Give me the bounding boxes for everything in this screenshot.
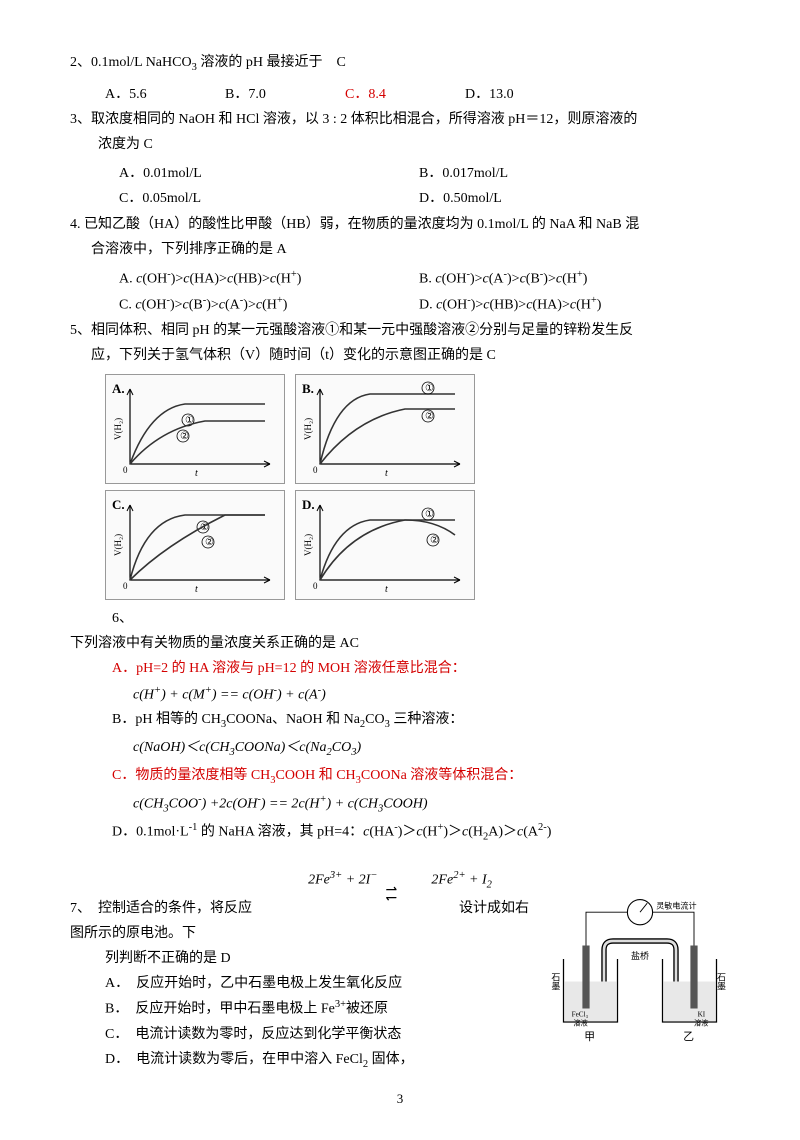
q2-stem: 2、0.1mol/L NaHCO3 溶液的 pH 最接近于 C xyxy=(70,55,346,70)
q2-opt-a: A．5.6 xyxy=(105,82,225,107)
q6-opt-d1: D．0.1mol·L-1 的 NaHA 溶液，其 pH=4：c(HA-)＞c(H… xyxy=(70,819,730,847)
q6-opt-c2: c(CH3COO-) +2c(OH-) == 2c(H+) + c(CH3COO… xyxy=(70,791,730,819)
svg-text:溶液: 溶液 xyxy=(694,1018,708,1027)
question-2: 2、0.1mol/L NaHCO3 溶液的 pH 最接近于 C xyxy=(70,50,730,78)
q6-num: 6、 xyxy=(70,606,730,631)
chart-b: B.V(H₂)t0①② xyxy=(295,374,475,484)
q4-opt-c: C. c(OH-)>c(B-)>c(A-)>c(H+) xyxy=(119,292,419,318)
q2-opt-d: D．13.0 xyxy=(465,82,585,107)
svg-text:乙: 乙 xyxy=(683,1031,694,1043)
svg-text:t: t xyxy=(385,468,388,479)
chart-d: D.V(H₂)t0①② xyxy=(295,490,475,600)
q4-opt-a: A. c(OH-)>c(HA)>c(HB)>c(H+) xyxy=(119,266,419,292)
svg-text:V(H₂): V(H₂) xyxy=(113,534,123,556)
q5-stem1: 5、相同体积、相同 pH 的某一元强酸溶液①和某一元中强酸溶液②分别与足量的锌粉… xyxy=(70,318,730,343)
svg-text:V(H₂): V(H₂) xyxy=(303,534,313,556)
q3-opt-a: A．0.01mol/L xyxy=(119,161,419,186)
question-7: 灵敏电流计 石墨 石墨 盐桥 FeCl₃ 溶液 KI 溶液 甲 乙 xyxy=(70,896,730,1075)
q7-stem1a: 7、 控制适合的条件，将反应 xyxy=(70,901,252,916)
svg-text:甲: 甲 xyxy=(584,1031,595,1043)
q3-stem2: 浓度为 C xyxy=(70,132,730,157)
svg-text:灵敏电流计: 灵敏电流计 xyxy=(656,900,696,910)
svg-text:t: t xyxy=(195,468,198,479)
svg-text:溶液: 溶液 xyxy=(573,1018,587,1027)
q6-stem: 下列溶液中有关物质的量浓度关系正确的是 AC xyxy=(70,631,730,656)
svg-text:0: 0 xyxy=(313,465,318,475)
q7-opt-d: D． 电流计读数为零后，在甲中溶入 FeCl2 固体， xyxy=(70,1047,730,1075)
q5-stem2: 应，下列关于氢气体积（V）随时间（t）变化的示意图正确的是 C xyxy=(70,343,730,368)
cell-diagram: 灵敏电流计 石墨 石墨 盐桥 FeCl₃ 溶液 KI 溶液 甲 乙 xyxy=(550,896,730,1046)
question-4: 4. 已知乙酸（HA）的酸性比甲酸（HB）弱，在物质的量浓度均为 0.1mol/… xyxy=(70,212,730,262)
svg-text:石墨: 石墨 xyxy=(716,972,726,990)
q6-opt-a2: c(H+) + c(M+) == c(OH-) + c(A-) xyxy=(70,682,730,708)
q7-equation: 2Fe3+ + 2I− ⇀↽ 2Fe2+ + I2 xyxy=(70,867,730,895)
q3-opt-b: B．0.017mol/L xyxy=(419,161,508,186)
svg-text:V(H₂): V(H₂) xyxy=(113,418,123,440)
q3-stem1: 3、取浓度相同的 NaOH 和 HCl 溶液，以 3 : 2 体积比相混合，所得… xyxy=(70,107,730,132)
svg-text:t: t xyxy=(195,584,198,595)
chart-c: C.V(H₂)t0①② xyxy=(105,490,285,600)
svg-text:V(H₂): V(H₂) xyxy=(303,418,313,440)
q3-opt-d: D．0.50mol/L xyxy=(419,186,502,211)
q5-chart-grid: A.V(H₂)t0①② B.V(H₂)t0①② C.V(H₂)t0①② D.V(… xyxy=(105,374,730,600)
svg-text:0: 0 xyxy=(123,465,128,475)
svg-text:0: 0 xyxy=(123,581,128,591)
svg-text:t: t xyxy=(385,584,388,595)
svg-text:FeCl₃: FeCl₃ xyxy=(572,1010,589,1018)
svg-text:盐桥: 盐桥 xyxy=(631,950,649,961)
page-number: 3 xyxy=(70,1087,730,1110)
q6-opt-b2: c(NaOH)＜c(CH3COONa)＜c(Na2CO3) xyxy=(70,735,730,763)
q4-stem1: 4. 已知乙酸（HA）的酸性比甲酸（HB）弱，在物质的量浓度均为 0.1mol/… xyxy=(70,212,730,237)
svg-text:0: 0 xyxy=(313,581,318,591)
question-3: 3、取浓度相同的 NaOH 和 HCl 溶液，以 3 : 2 体积比相混合，所得… xyxy=(70,107,730,157)
question-5: 5、相同体积、相同 pH 的某一元强酸溶液①和某一元中强酸溶液②分别与足量的锌粉… xyxy=(70,318,730,368)
q3-opt-c: C．0.05mol/L xyxy=(119,186,419,211)
q4-opt-d: D. c(OH-)>c(HB)>c(HA)>c(H+) xyxy=(419,292,601,318)
q6-opt-b1: B．pH 相等的 CH3COONa、NaOH 和 Na2CO3 三种溶液： xyxy=(70,707,730,735)
svg-text:KI: KI xyxy=(698,1010,706,1018)
chart-a: A.V(H₂)t0①② xyxy=(105,374,285,484)
q4-opt-b: B. c(OH-)>c(A-)>c(B-)>c(H+) xyxy=(419,266,587,292)
svg-text:石墨: 石墨 xyxy=(550,972,560,990)
q2-opt-b: B．7.0 xyxy=(225,82,345,107)
q4-stem2: 合溶液中，下列排序正确的是 A xyxy=(70,237,730,262)
q6-opt-a1: A．pH=2 的 HA 溶液与 pH=12 的 MOH 溶液任意比混合： xyxy=(70,656,730,681)
q6-opt-c1: C．物质的量浓度相等 CH3COOH 和 CH3COONa 溶液等体积混合： xyxy=(70,763,730,791)
q2-opt-c: C．8.4 xyxy=(345,82,465,107)
